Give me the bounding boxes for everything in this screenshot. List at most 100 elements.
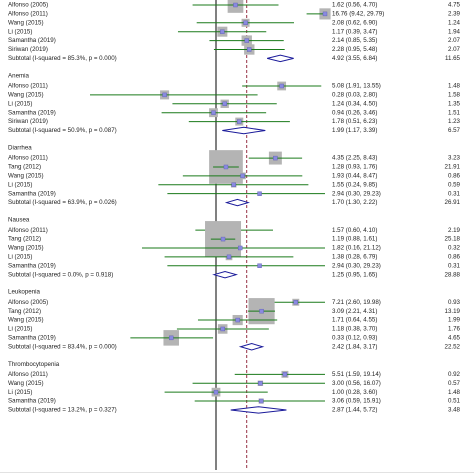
study-label: Samantha (2019) xyxy=(8,37,56,44)
effect-size-text: 16.76 (9.42, 29.79) xyxy=(332,11,384,18)
effect-size-text: 0.94 (0.26, 3.46) xyxy=(332,109,377,116)
effect-size-text: 5.08 (1.91, 13.55) xyxy=(332,83,381,90)
study-label: Siriwan (2019) xyxy=(8,118,48,125)
point-estimate xyxy=(211,110,216,115)
study-label: Tang (2012) xyxy=(8,236,41,243)
subtotal-diamond xyxy=(238,343,265,351)
point-estimate xyxy=(162,92,167,98)
effect-size-text: 2.94 (0.30, 29.23) xyxy=(332,190,381,197)
study-label: Alfonso (2005) xyxy=(8,299,48,306)
study-label: Alfonso (2011) xyxy=(8,155,48,162)
effect-size-text: 3.06 (0.59, 15.91) xyxy=(332,398,381,405)
effect-size-text: 1.28 (0.93, 1.76) xyxy=(332,164,377,171)
effect-size-text: 1.00 (0.28, 3.60) xyxy=(332,389,377,396)
weight-text: 0.86 xyxy=(448,173,461,180)
point-estimate xyxy=(222,101,227,106)
effect-size-text: 5.51 (1.59, 19.14) xyxy=(332,371,381,378)
weight-text: 21.91 xyxy=(445,164,461,171)
effect-size-text: 7.21 (2.60, 19.98) xyxy=(332,299,381,306)
study-label: Samantha (2019) xyxy=(8,262,56,269)
study-label: Wang (2015) xyxy=(8,245,44,252)
effect-size-text: 1.82 (0.16, 21.12) xyxy=(332,245,381,252)
point-estimate xyxy=(237,245,243,251)
study-label: Li (2015) xyxy=(8,181,32,188)
group-title: Anemia xyxy=(8,72,30,79)
weight-text: 1.24 xyxy=(448,19,461,26)
weight-text: 1.51 xyxy=(448,109,461,116)
subtotal-label: Subtotal (I-squared = 83.4%, p = 0.000) xyxy=(8,343,117,350)
point-estimate xyxy=(257,263,262,268)
weight-text: 1.76 xyxy=(448,326,461,333)
group-title: Diarrhea xyxy=(8,144,32,151)
weight-text: 1.23 xyxy=(448,118,461,125)
weight-text: 1.94 xyxy=(448,28,461,35)
effect-size-text: 1.71 (0.64, 4.55) xyxy=(332,317,377,324)
subtotal-effect-text: 2.87 (1.44, 5.72) xyxy=(332,407,377,414)
effect-size-text: 1.93 (0.44, 8.47) xyxy=(332,173,377,180)
weight-text: 2.07 xyxy=(448,37,461,44)
weight-text: 4.75 xyxy=(448,2,461,9)
effect-size-text: 3.09 (2.21, 4.31) xyxy=(332,308,377,315)
effect-size-text: 1.18 (0.38, 3.70) xyxy=(332,326,377,333)
subtotal-effect-text: 1.70 (1.30, 2.22) xyxy=(332,199,377,206)
study-label: Tang (2012) xyxy=(8,164,41,171)
point-estimate xyxy=(235,317,240,323)
study-label: Li (2015) xyxy=(8,28,32,35)
point-estimate xyxy=(258,398,264,404)
weight-text: 3.23 xyxy=(448,155,461,162)
study-label: Samantha (2019) xyxy=(8,190,56,197)
effect-size-text: 2.08 (0.62, 6.90) xyxy=(332,19,377,26)
subtotal-weight-text: 28.88 xyxy=(445,271,461,278)
effect-size-text: 4.35 (2.25, 8.43) xyxy=(332,155,377,162)
effect-size-text: 2.14 (0.85, 5.35) xyxy=(332,37,377,44)
subtotal-weight-text: 11.65 xyxy=(445,55,461,62)
point-estimate xyxy=(213,389,219,395)
study-label: Samantha (2019) xyxy=(8,398,56,405)
point-estimate xyxy=(273,155,278,161)
weight-text: 0.31 xyxy=(448,190,461,197)
group-title: Nausea xyxy=(8,217,30,224)
subtotal-diamond xyxy=(212,270,239,279)
study-label: Samantha (2019) xyxy=(8,109,56,116)
point-estimate xyxy=(244,38,249,43)
subtotal-label: Subtotal (I-squared = 50.9%, p = 0.087) xyxy=(8,127,117,134)
weight-text: 1.48 xyxy=(448,83,461,90)
point-estimate xyxy=(223,164,229,170)
effect-size-text: 1.17 (0.39, 3.47) xyxy=(332,28,377,35)
subtotal-diamond xyxy=(222,126,266,135)
weight-text: 1.58 xyxy=(448,92,461,99)
study-label: Wang (2015) xyxy=(8,92,44,99)
subtotal-weight-text: 6.57 xyxy=(448,127,461,134)
subtotal-effect-text: 1.99 (1.17, 3.39) xyxy=(332,127,377,134)
effect-size-text: 1.78 (0.51, 6.23) xyxy=(332,118,377,125)
weight-text: 0.92 xyxy=(448,371,461,378)
point-estimate xyxy=(233,2,238,8)
subtotal-diamond xyxy=(267,54,294,63)
study-label: Samantha (2019) xyxy=(8,335,56,342)
point-estimate xyxy=(220,236,226,242)
study-label: Li (2015) xyxy=(8,389,32,396)
subtotal-weight-text: 22.52 xyxy=(445,343,461,350)
study-label: Tang (2012) xyxy=(8,308,41,315)
weight-text: 4.65 xyxy=(448,335,461,342)
point-estimate xyxy=(237,119,242,124)
effect-size-text: 1.24 (0.34, 4.50) xyxy=(332,100,377,107)
subtotal-diamond xyxy=(224,198,250,207)
group-title: Leukopenia xyxy=(8,289,41,296)
subtotal-effect-text: 4.92 (3.55, 6.84) xyxy=(332,55,377,62)
study-label: Alfonso (2011) xyxy=(8,371,48,378)
weight-text: 25.18 xyxy=(445,236,461,243)
study-label: Alfonso (2005) xyxy=(8,2,48,9)
point-estimate xyxy=(220,29,225,34)
study-label: Li (2015) xyxy=(8,100,32,107)
weight-text: 0.51 xyxy=(448,398,461,405)
study-label: Wang (2015) xyxy=(8,173,44,180)
study-label: Alfonso (2011) xyxy=(8,11,48,18)
effect-size-text: 0.33 (0.12, 0.93) xyxy=(332,335,377,342)
subtotal-diamond xyxy=(230,406,287,414)
point-estimate xyxy=(220,326,225,332)
subtotal-label: Subtotal (I-squared = 63.9%, p = 0.026) xyxy=(8,199,117,206)
effect-size-text: 1.57 (0.60, 4.10) xyxy=(332,227,377,234)
point-estimate xyxy=(257,191,262,196)
